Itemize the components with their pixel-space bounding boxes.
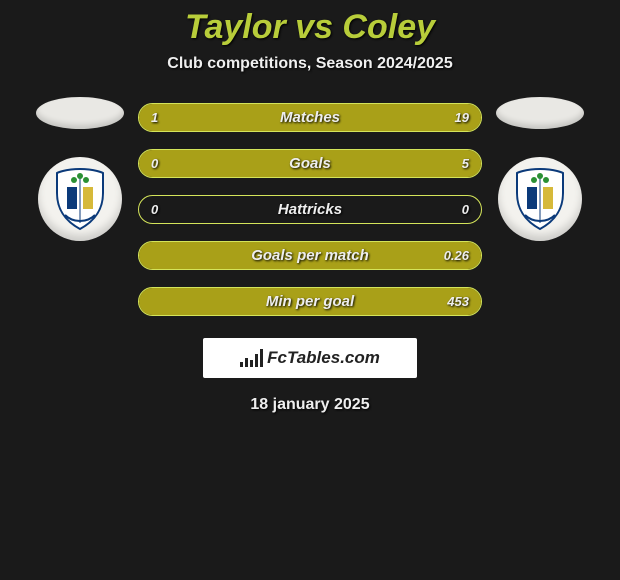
stat-value-right: 19 — [455, 110, 469, 125]
stat-value-right: 0 — [462, 202, 469, 217]
brand-badge[interactable]: FcTables.com — [203, 338, 417, 378]
stat-label: Matches — [139, 109, 481, 126]
stat-label: Min per goal — [139, 293, 481, 310]
player-right-column — [496, 97, 584, 241]
player-right-avatar — [496, 97, 584, 129]
shield-icon — [511, 167, 569, 231]
comparison-row: 1Matches190Goals50Hattricks0Goals per ma… — [0, 103, 620, 316]
stat-value-right: 5 — [462, 156, 469, 171]
stat-row: Min per goal453 — [138, 287, 482, 316]
stat-value-right: 0.26 — [444, 248, 469, 263]
team-left-crest — [38, 157, 122, 241]
stats-list: 1Matches190Goals50Hattricks0Goals per ma… — [138, 103, 482, 316]
stat-row: 0Goals5 — [138, 149, 482, 178]
stat-row: 1Matches19 — [138, 103, 482, 132]
stat-label: Goals per match — [139, 247, 481, 264]
stat-label: Hattricks — [139, 201, 481, 218]
stat-row: 0Hattricks0 — [138, 195, 482, 224]
page-title: Taylor vs Coley — [0, 8, 620, 47]
stat-value-right: 453 — [447, 294, 469, 309]
date-label: 18 january 2025 — [0, 396, 620, 414]
comparison-card: Taylor vs Coley Club competitions, Seaso… — [0, 0, 620, 414]
player-left-column — [36, 97, 124, 241]
stat-label: Goals — [139, 155, 481, 172]
bar-chart-icon — [240, 349, 263, 367]
stat-row: Goals per match0.26 — [138, 241, 482, 270]
team-right-crest — [498, 157, 582, 241]
shield-icon — [51, 167, 109, 231]
subtitle: Club competitions, Season 2024/2025 — [0, 55, 620, 73]
brand-text: FcTables.com — [267, 348, 380, 368]
player-left-avatar — [36, 97, 124, 129]
